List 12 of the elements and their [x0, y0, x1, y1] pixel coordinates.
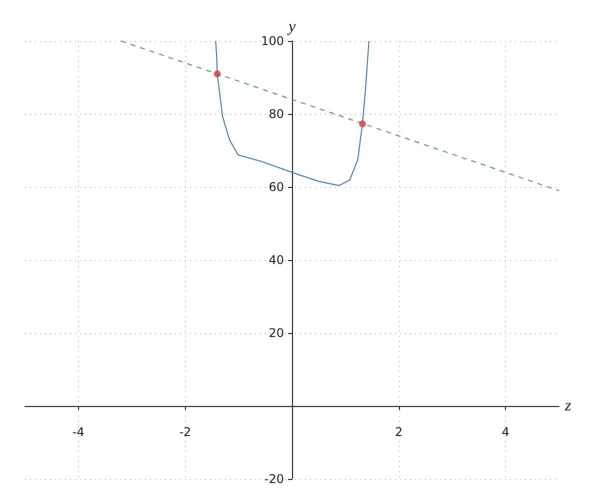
x-tick-label: 4 [502, 425, 510, 439]
y-tick-label: 20 [268, 326, 284, 340]
x-tick-label: 2 [394, 425, 403, 439]
x-tick-label: -2 [179, 425, 192, 439]
y-tick-label: 60 [268, 180, 284, 194]
y-tick-label: 80 [268, 107, 284, 121]
x-axis-title: z [564, 398, 572, 414]
x-tick-label: -4 [72, 425, 84, 439]
y-tick-label: 100 [261, 34, 284, 48]
y-tick-label: 40 [268, 253, 284, 267]
y-tick-label: -20 [264, 472, 284, 486]
y-axis-title: y [286, 18, 296, 36]
